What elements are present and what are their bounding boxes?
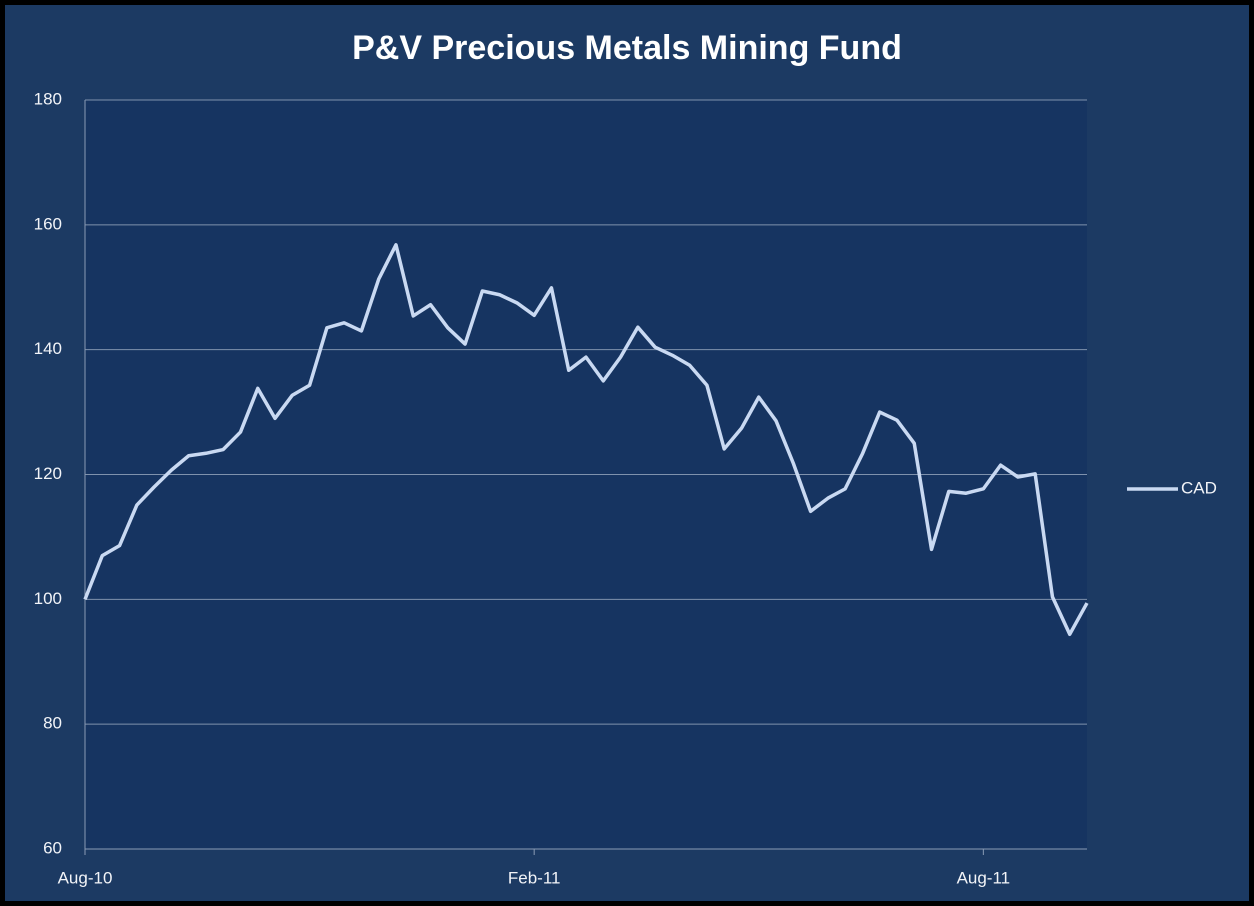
legend-label: CAD	[1181, 478, 1217, 497]
y-tick-label: 180	[34, 89, 62, 108]
y-tick-label: 80	[43, 714, 62, 733]
chart-title: P&V Precious Metals Mining Fund	[352, 29, 902, 67]
y-tick-label: 60	[43, 838, 62, 857]
x-tick-label: Aug-11	[957, 868, 1011, 887]
y-tick-label: 160	[34, 214, 62, 233]
x-tick-label: Aug-10	[58, 868, 113, 887]
line-series	[83, 243, 1089, 637]
y-tick-label: 140	[34, 339, 62, 358]
x-tick-label: Feb-11	[508, 868, 561, 887]
y-tick-label: 120	[34, 464, 62, 483]
y-tick-label: 100	[34, 589, 62, 608]
